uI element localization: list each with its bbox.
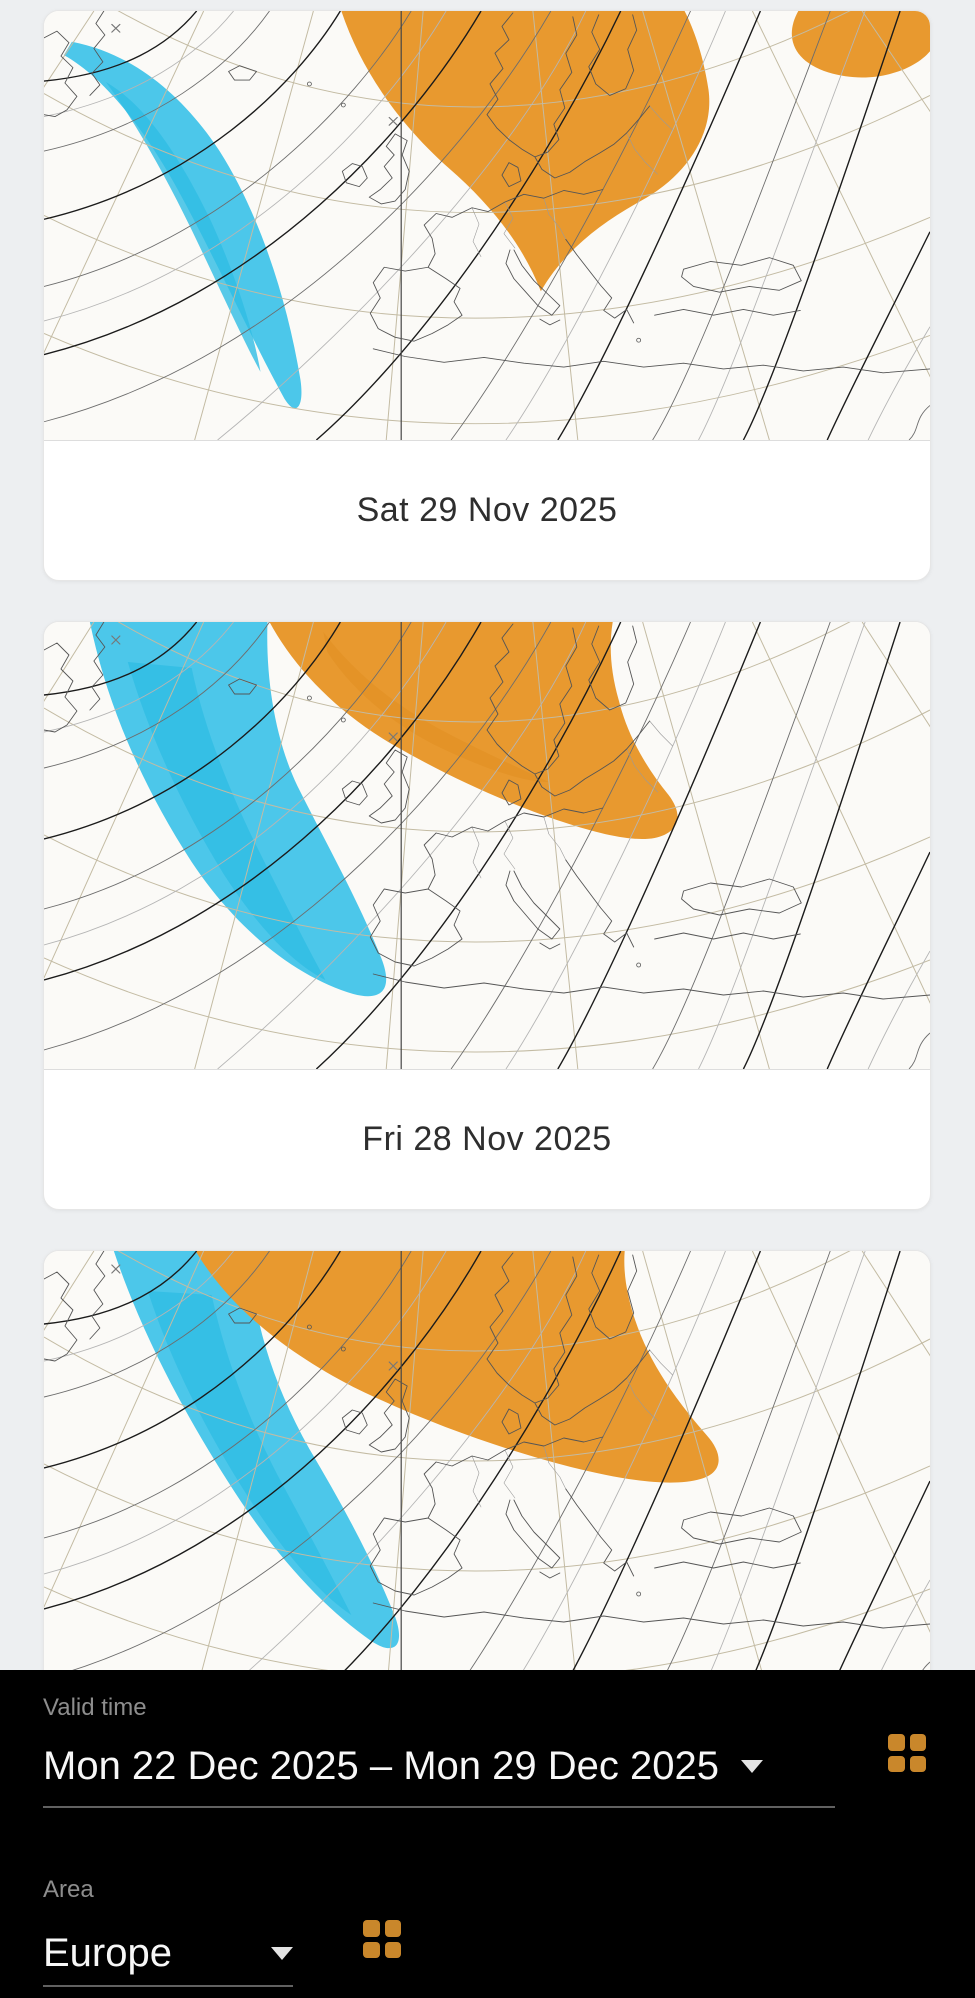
valid-time-label: Valid time: [43, 1694, 147, 1721]
area-label: Area: [43, 1876, 94, 1903]
valid-time-value: Mon 22 Dec 2025 – Mon 29 Dec 2025: [43, 1744, 719, 1788]
chart-card[interactable]: Sat 29 Nov 2025: [43, 10, 931, 581]
chart-caption: Sat 29 Nov 2025: [356, 491, 618, 529]
grid-icon-cell: [888, 1734, 905, 1751]
chart-card[interactable]: Fri 28 Nov 2025: [43, 621, 931, 1210]
weather-map: [44, 622, 930, 1070]
grid-icon-cell: [363, 1941, 380, 1958]
caret-down-icon: [741, 1759, 763, 1773]
grid-icon-cell: [909, 1755, 926, 1772]
select-underline: [43, 1985, 293, 1987]
chart-card[interactable]: [43, 1250, 931, 1839]
grid-icon-cell: [363, 1920, 380, 1937]
grid-icon-cell: [909, 1734, 926, 1751]
weather-map: [44, 11, 930, 441]
grid-icon[interactable]: [888, 1734, 926, 1772]
select-underline: [43, 1806, 835, 1808]
bottom-sheet: Valid time Mon 22 Dec 2025 – Mon 29 Dec …: [0, 1670, 975, 1998]
valid-time-select[interactable]: Mon 22 Dec 2025 – Mon 29 Dec 2025: [43, 1742, 835, 1790]
grid-icon-cell: [384, 1941, 401, 1958]
chart-caption: Fri 28 Nov 2025: [362, 1120, 612, 1158]
weather-map: [44, 1251, 930, 1699]
chart-list: Sat 29 Nov 2025 Fri 28 Nov 2025: [43, 10, 931, 1879]
area-select[interactable]: Europe: [43, 1929, 293, 1977]
grid-icon[interactable]: [363, 1920, 401, 1958]
area-value: Europe: [43, 1931, 172, 1975]
caret-down-icon: [271, 1946, 293, 1960]
grid-icon-cell: [384, 1920, 401, 1937]
grid-icon-cell: [888, 1755, 905, 1772]
